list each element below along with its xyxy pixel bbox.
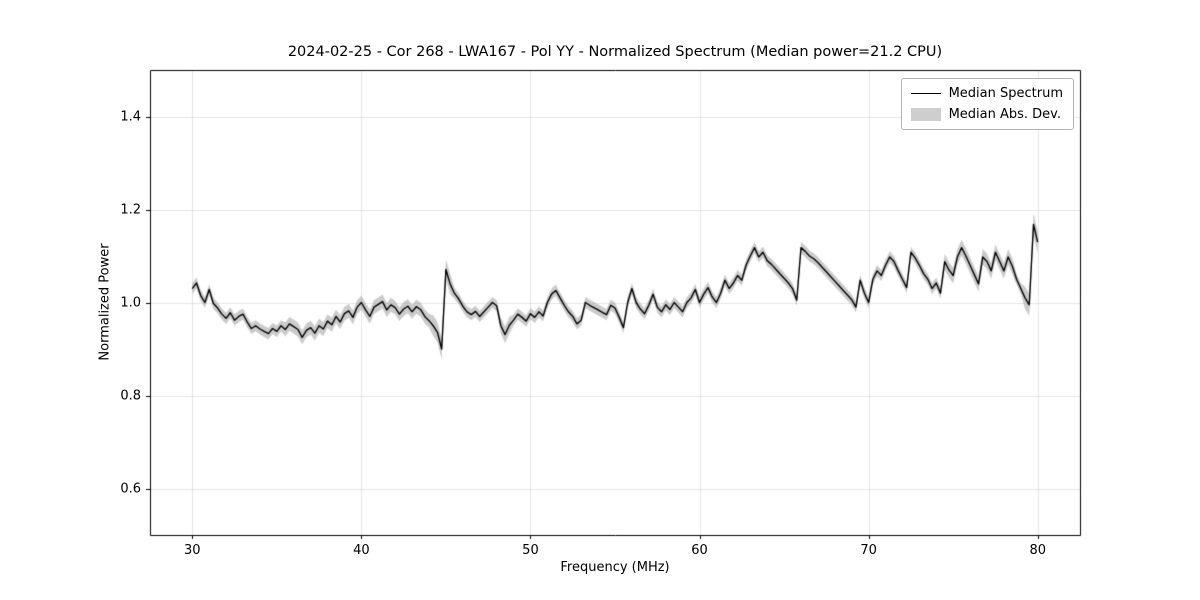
y-tick-label: 0.8 (120, 388, 141, 403)
legend-label: Median Abs. Dev. (948, 107, 1062, 122)
x-tick-label: 40 (353, 543, 370, 558)
x-tick-label: 70 (860, 543, 877, 558)
y-tick-label: 1.0 (120, 295, 141, 310)
y-tick-label: 0.6 (120, 481, 141, 496)
x-tick-label: 50 (522, 543, 539, 558)
chart-title: 2024-02-25 - Cor 268 - LWA167 - Pol YY -… (287, 44, 943, 60)
y-axis-label: Normalized Power (97, 243, 113, 361)
y-tick-label: 1.4 (120, 109, 141, 124)
y-tick-label: 1.2 (120, 202, 141, 217)
line-sample-icon (910, 93, 941, 94)
x-axis-label: Frequency (MHz) (560, 560, 670, 575)
x-tick-label: 80 (1029, 543, 1046, 558)
legend: Median Spectrum Median Abs. Dev. (900, 78, 1074, 130)
x-tick-label: 30 (183, 543, 201, 558)
legend-entry-median-spectrum: Median Spectrum (910, 86, 1063, 101)
patch-sample-icon (910, 108, 941, 121)
legend-entry-median-abs-dev: Median Abs. Dev. (910, 107, 1063, 122)
legend-label: Median Spectrum (948, 86, 1063, 101)
x-tick-label: 60 (691, 543, 708, 558)
